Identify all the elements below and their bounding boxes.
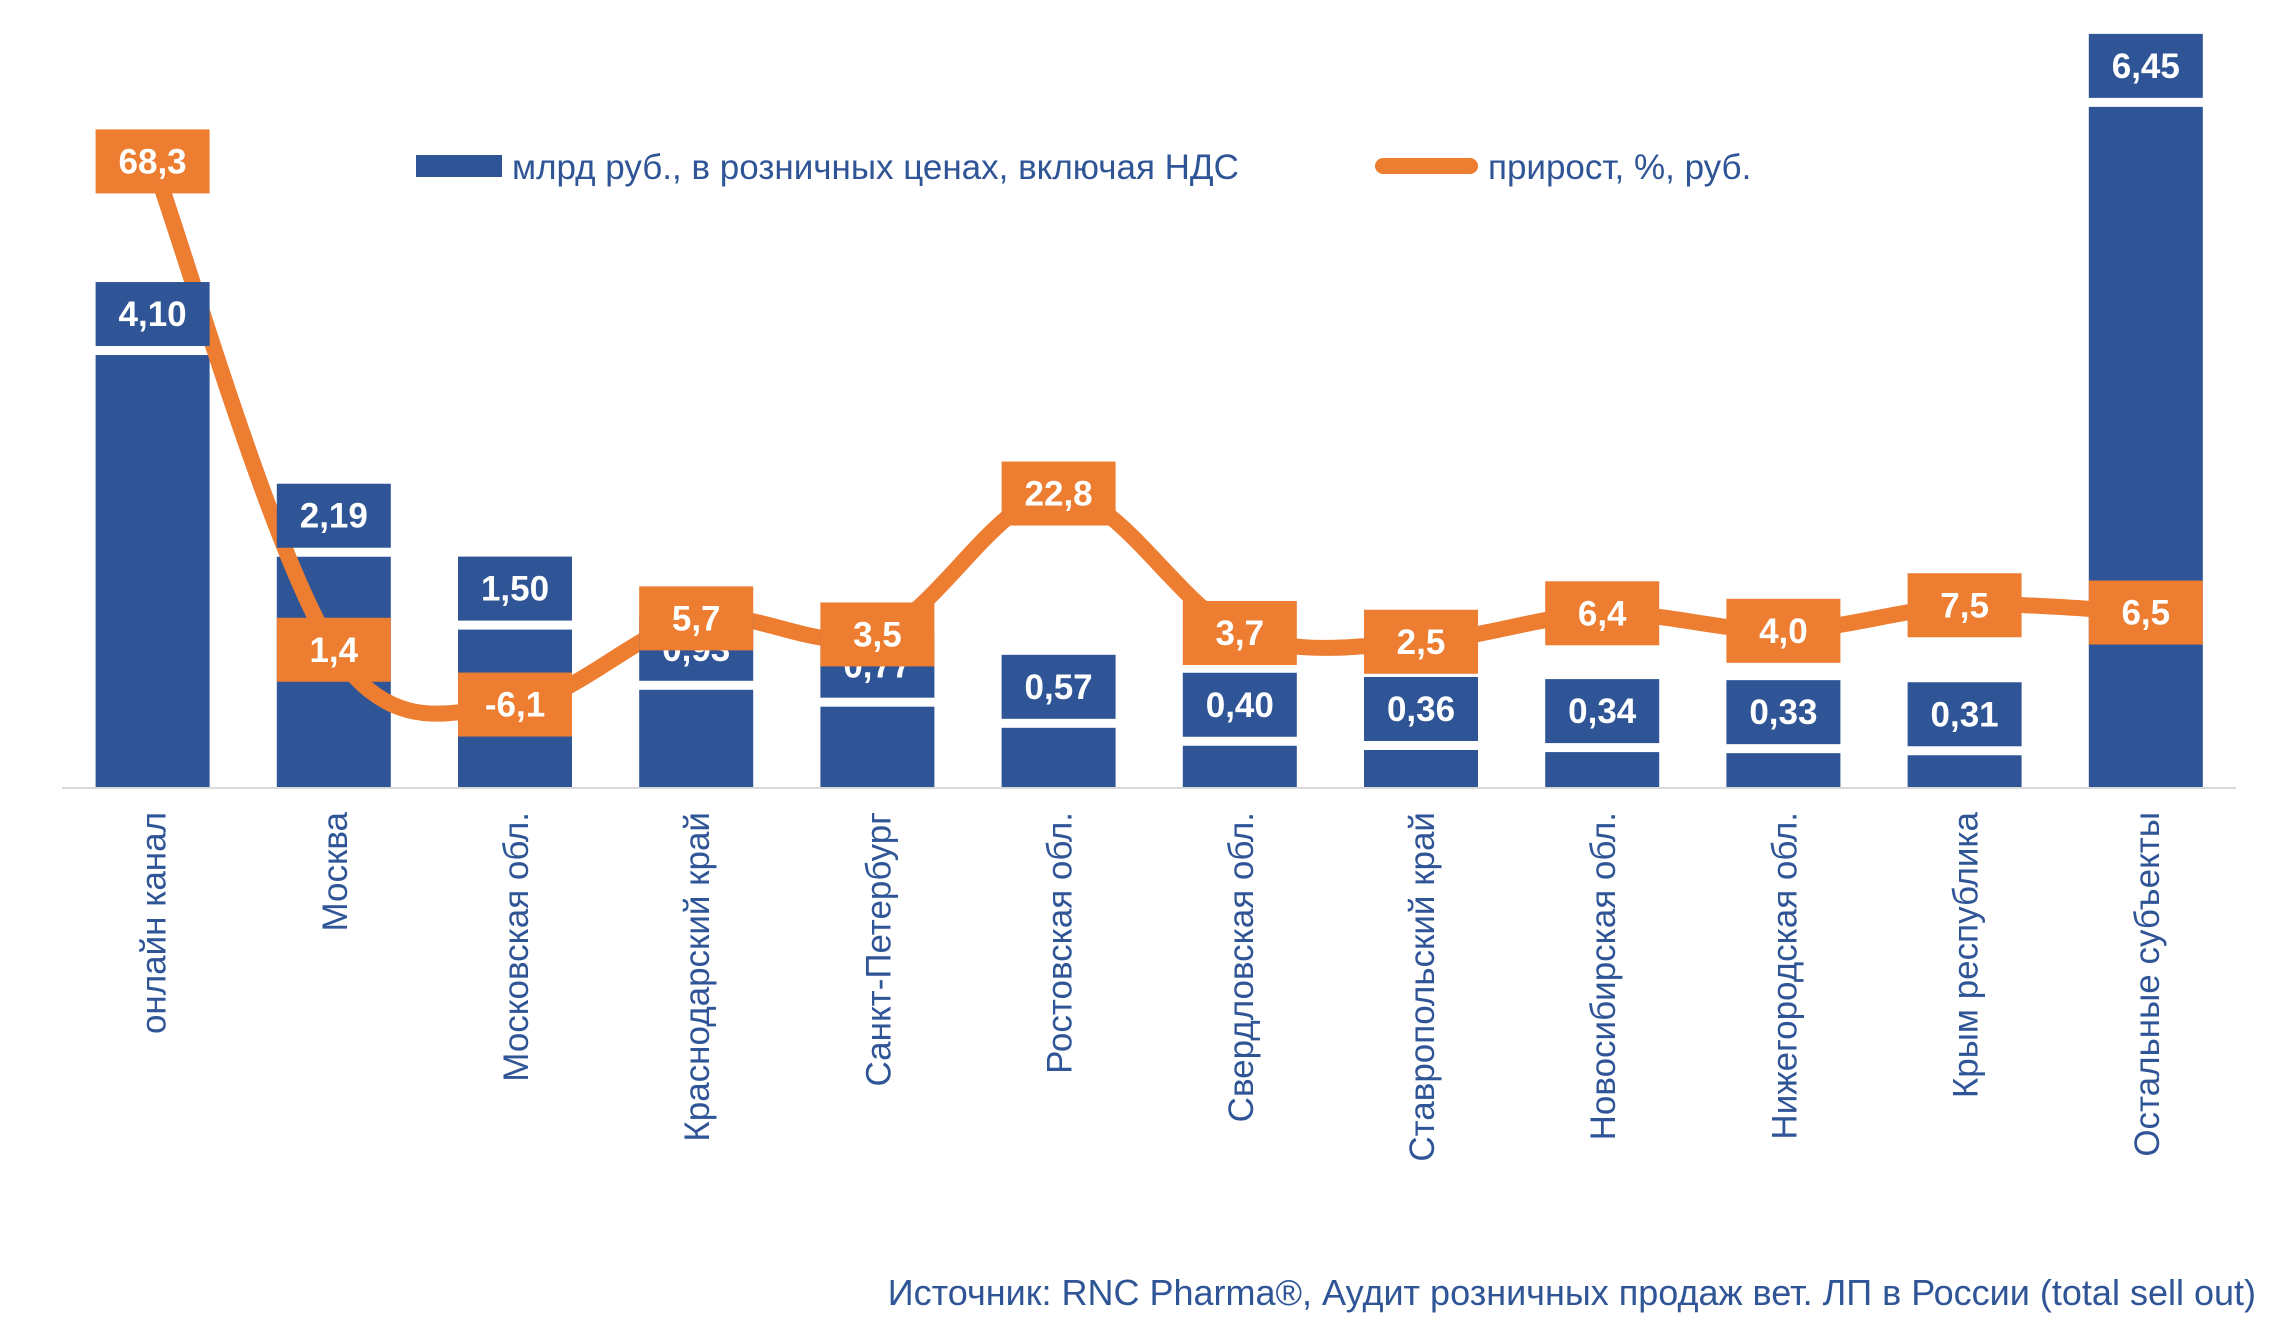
bar-value-label-box <box>1182 672 1297 737</box>
bar-value-label: 6,45 <box>2112 47 2180 86</box>
growth-value-label-box <box>639 586 754 651</box>
growth-value-label: 7,5 <box>1940 586 1989 625</box>
category-label: Крым республика <box>1947 811 1986 1098</box>
bar <box>820 706 935 788</box>
category-label: Новосибирская обл. <box>1584 812 1623 1140</box>
bar-value-label: 0,31 <box>1931 695 1999 734</box>
bar-value-label: 0,57 <box>1025 668 1093 707</box>
growth-value-label: 5,7 <box>672 599 721 638</box>
bar-value-label-box <box>2088 33 2203 98</box>
source-note: Источник: RNC Pharma®, Аудит розничных п… <box>887 1272 2256 1313</box>
bar-value-label: 0,36 <box>1387 690 1455 729</box>
category-labels-layer: онлайн канал Москва Московская обл. Краснод… <box>135 811 2167 1161</box>
growth-value-label: -6,1 <box>485 686 545 725</box>
bar-value-label-box <box>95 282 210 347</box>
category-label: Остальные субъекты <box>2128 812 2167 1157</box>
legend-swatch-bar <box>416 155 502 177</box>
bar-value-label-box <box>1001 654 1116 719</box>
growth-value-label-box <box>1907 573 2022 638</box>
bar <box>1364 749 1478 788</box>
growth-value-label-box <box>1182 600 1297 665</box>
bar-value-label-box <box>458 556 572 621</box>
bar <box>1182 745 1297 788</box>
growth-value-label-box <box>1001 461 1116 526</box>
category-label: Краснодарский край <box>678 812 717 1142</box>
growth-line-layer <box>144 153 2154 722</box>
bar-value-label-box <box>1907 682 2022 747</box>
growth-value-label: 2,5 <box>1397 623 1446 662</box>
growth-value-label: 6,5 <box>2121 594 2170 633</box>
bar-value-label: 4,10 <box>119 295 187 334</box>
growth-value-label-box <box>1726 598 1841 663</box>
bar <box>1001 727 1116 788</box>
bar-value-label-box <box>276 483 391 548</box>
bar <box>639 689 754 788</box>
growth-value-label: 4,0 <box>1759 612 1808 651</box>
category-label: Санкт-Петербург <box>859 812 898 1087</box>
bar <box>1726 753 1841 788</box>
growth-value-label: 3,7 <box>1215 614 1264 653</box>
bars-layer <box>95 106 2203 788</box>
category-label: Ростовская обл. <box>1041 812 1080 1074</box>
legend-label-bar: млрд руб., в розничных ценах, включая НД… <box>512 148 1239 187</box>
bar-value-label-box <box>1726 680 1841 745</box>
growth-value-label: 68,3 <box>119 142 187 181</box>
category-label: Свердловская обл. <box>1222 812 1261 1122</box>
category-label: онлайн канал <box>135 812 174 1034</box>
legend-label-line: прирост, %, руб. <box>1488 148 1751 187</box>
growth-value-label: 22,8 <box>1025 475 1093 514</box>
growth-value-label-box <box>1545 581 1660 646</box>
bar-value-label: 0,33 <box>1749 693 1817 732</box>
bar-value-label: 1,50 <box>481 570 549 609</box>
bar <box>95 355 210 788</box>
category-label: Москва <box>316 811 355 931</box>
growth-value-label-box <box>1364 609 1478 674</box>
growth-value-label: 3,5 <box>853 615 902 654</box>
data-labels-layer: 4,102,191,500,930,770,570,400,360,340,33… <box>95 33 2203 747</box>
legend: млрд руб., в розничных ценах, включая НД… <box>416 148 1751 187</box>
bar-value-label: 0,34 <box>1568 692 1637 731</box>
growth-value-label: 1,4 <box>309 631 358 670</box>
growth-value-label-box <box>95 129 210 194</box>
growth-line <box>144 153 2154 722</box>
growth-value-label-box <box>458 672 572 737</box>
growth-value-label-box <box>820 602 935 667</box>
bar-value-label: 0,40 <box>1206 686 1274 725</box>
category-label: Московская обл. <box>497 812 536 1082</box>
category-label: Ставропольский край <box>1403 812 1442 1162</box>
bar-value-label-box <box>1364 676 1478 741</box>
category-label: Нижегородская обл. <box>1765 812 1804 1140</box>
growth-value-label-box <box>2088 580 2203 645</box>
growth-value-label: 6,4 <box>1578 594 1627 633</box>
bar <box>2088 106 2203 788</box>
bar <box>1907 755 2022 788</box>
bar <box>1545 752 1660 788</box>
bar-value-label: 2,19 <box>300 497 368 536</box>
bar-value-label-box <box>1545 679 1660 744</box>
growth-value-label-box <box>276 617 391 682</box>
